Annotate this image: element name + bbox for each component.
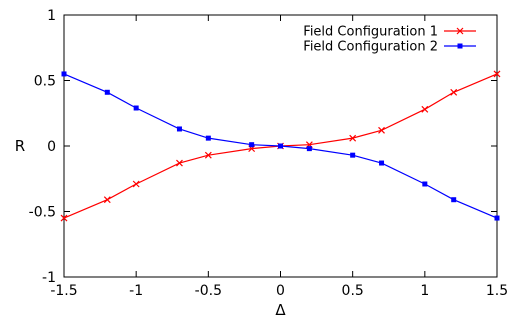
series-layer: [60, 70, 501, 222]
data-point: [422, 181, 428, 187]
y-tick-label: 0: [47, 139, 56, 155]
marker-stroke: [493, 70, 501, 78]
data-point: [176, 126, 182, 132]
legend-label: Field Configuration 1: [303, 25, 438, 40]
marker-stroke: [60, 214, 68, 222]
y-tick-label: 0.5: [34, 74, 56, 90]
data-point: [451, 197, 457, 203]
data-point: [176, 159, 183, 167]
x-tick-label: -0.5: [195, 283, 222, 299]
marker-stroke: [176, 159, 183, 167]
marker-stroke: [378, 126, 385, 134]
y-tick-label: -0.5: [29, 205, 56, 221]
y-tick-label: -1: [42, 270, 56, 286]
axis-ticks: -1.5 -1 -0.5 0 0.5 1 1.5-1-0.500.51: [29, 8, 508, 299]
legend-marker: [457, 43, 463, 49]
data-point: [205, 135, 211, 141]
x-tick-label: -1: [129, 283, 143, 299]
marker-stroke: [450, 88, 458, 96]
data-point: [60, 214, 68, 222]
data-point: [61, 71, 67, 77]
marker-stroke: [456, 27, 464, 35]
x-tick-label: 1.5: [486, 283, 508, 299]
marker-stroke: [349, 134, 357, 142]
series-2: [61, 71, 500, 221]
data-point: [132, 180, 140, 188]
x-tick-label: 0: [276, 283, 285, 299]
x-tick-label: -1.5: [50, 283, 77, 299]
marker-stroke: [103, 196, 111, 204]
data-point: [204, 151, 212, 159]
legend-marker: [456, 27, 464, 35]
y-axis-label: R: [15, 137, 25, 155]
marker-stroke: [204, 151, 212, 159]
data-point: [378, 126, 385, 134]
x-tick-label: 1: [420, 283, 429, 299]
x-axis-label: Δ: [275, 301, 286, 319]
data-point: [350, 152, 356, 158]
data-point: [104, 89, 110, 95]
data-point: [133, 105, 139, 111]
marker-stroke: [421, 105, 429, 113]
data-point: [421, 105, 429, 113]
y-tick-label: 1: [47, 8, 56, 24]
data-point: [379, 160, 385, 166]
data-point: [278, 143, 283, 149]
data-point: [450, 88, 458, 96]
data-point: [103, 196, 111, 204]
legend-label: Field Configuration 2: [303, 40, 438, 55]
data-point: [349, 134, 357, 142]
data-point: [494, 215, 500, 221]
data-point: [493, 70, 501, 78]
data-point: [306, 146, 312, 152]
marker-stroke: [132, 180, 140, 188]
x-tick-label: 0.5: [342, 283, 364, 299]
data-point: [249, 142, 255, 148]
